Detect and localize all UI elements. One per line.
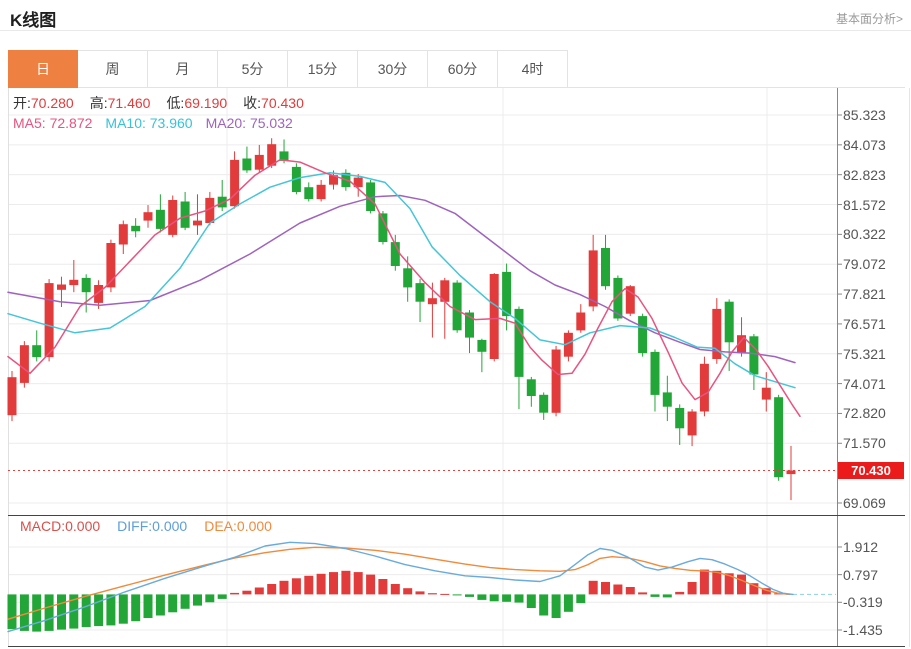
- fundamental-analysis-link[interactable]: 基本面分析>: [835, 12, 903, 26]
- macd-axis-label: 1.912: [843, 538, 879, 555]
- price-axis-label: 85.323: [843, 107, 886, 123]
- diff-value: DIFF:0.000: [117, 518, 188, 534]
- macd-value: MACD:0.000: [20, 518, 101, 534]
- tab-month[interactable]: 月: [148, 50, 218, 88]
- macd-axis-label: -1.435: [843, 621, 883, 638]
- grid-lines: [8, 88, 837, 647]
- tab-30min[interactable]: 30分: [358, 50, 428, 88]
- tab-week[interactable]: 周: [78, 50, 148, 88]
- ma10-value: MA10: 73.960: [105, 115, 193, 131]
- price-axis-label: 84.073: [843, 136, 886, 153]
- tab-4hour[interactable]: 4时: [498, 50, 568, 88]
- price-axis-label: 80.322: [843, 226, 886, 243]
- price-axis-label: 69.069: [843, 494, 886, 511]
- price-axis-label: 79.072: [843, 256, 886, 273]
- price-axis-label: 72.820: [843, 405, 886, 422]
- price-axis-label: 76.571: [843, 315, 886, 332]
- macd-histogram: [7, 569, 784, 632]
- price-axis-label: 82.823: [843, 166, 886, 183]
- ma20-value: MA20: 75.032: [205, 115, 293, 131]
- tab-60min[interactable]: 60分: [428, 50, 498, 88]
- ma-values-row: MA5: 72.872 MA10: 73.960 MA20: 75.032: [13, 115, 293, 131]
- price-axis-label: 77.821: [843, 286, 886, 303]
- ma5-value: MA5: 72.872: [13, 115, 93, 131]
- ma-lines-layer: [7, 158, 801, 418]
- price-axis-label: 71.570: [843, 435, 886, 452]
- chart-frame: [8, 88, 910, 647]
- candles-layer: [7, 138, 796, 501]
- price-axis-label: 75.321: [843, 345, 886, 362]
- open-value: 开:70.280: [13, 95, 74, 111]
- macd-values-row: MACD:0.000 DIFF:0.000 DEA:0.000: [20, 518, 272, 534]
- tab-day[interactable]: 日: [8, 50, 78, 88]
- high-value: 高:71.460: [89, 95, 151, 111]
- close-value: 收:70.430: [243, 95, 304, 111]
- axis-ticks: [837, 114, 842, 631]
- tab-5min[interactable]: 5分: [218, 50, 288, 88]
- price-axis-label: 81.572: [843, 196, 886, 213]
- page-title: K线图: [10, 11, 57, 30]
- price-axis-label: 74.071: [843, 375, 886, 392]
- ohlc-row: 开:70.280 高:71.460 低:69.190 收:70.430: [13, 93, 304, 113]
- macd-axis-label: -0.319: [843, 594, 883, 611]
- macd-axis-label: 0.797: [843, 566, 879, 583]
- title-divider: [0, 30, 911, 31]
- low-value: 低:69.190: [166, 95, 228, 111]
- tab-15min[interactable]: 15分: [288, 50, 358, 88]
- dea-value: DEA:0.000: [204, 518, 272, 534]
- tab-bar-filler: [568, 50, 905, 88]
- period-tab-bar: 日周月 5分 15分 30分 60分 4时: [8, 50, 905, 88]
- current-price-tag: 70.430: [838, 462, 904, 479]
- macd-lines: [7, 541, 836, 633]
